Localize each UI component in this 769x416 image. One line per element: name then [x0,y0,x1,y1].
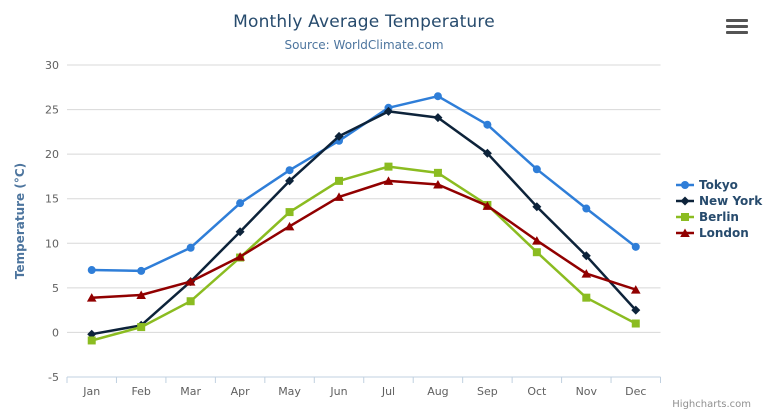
data-point-marker[interactable] [334,131,344,141]
x-axis-label: Apr [231,385,251,398]
legend: Tokyo New York Berlin London [676,177,762,241]
y-axis-label: -5 [48,371,59,384]
series-new-york [87,106,641,339]
x-axis-label: Nov [576,385,598,398]
data-point-marker[interactable] [383,176,394,185]
data-point-marker[interactable] [186,243,195,252]
y-axis-label: 20 [45,148,59,161]
x-axis-label: Aug [427,385,448,398]
data-point-marker[interactable] [284,221,295,231]
legend-label: Berlin [699,210,739,224]
data-point-marker[interactable] [235,252,245,261]
legend-symbol-marker [680,228,690,237]
data-point-marker[interactable] [483,120,492,129]
data-point-marker[interactable] [532,202,542,212]
data-point-marker[interactable] [185,277,196,286]
hamburger-icon [726,19,748,22]
data-point-marker[interactable] [582,293,591,302]
data-point-marker[interactable] [87,266,96,275]
x-axis-label: Jul [381,385,395,398]
y-axis-label: 30 [45,59,59,72]
data-point-marker[interactable] [186,297,195,306]
data-point-marker[interactable] [383,106,393,116]
chart-subtitle: Source: WorldClimate.com [284,38,444,52]
data-point-marker[interactable] [532,165,541,174]
y-axis-label: 10 [45,237,59,250]
y-axis-label: 15 [45,193,59,206]
legend-item-tokyo[interactable]: Tokyo [676,177,762,193]
legend-symbol-marker [681,181,689,189]
data-point-marker[interactable] [433,168,442,177]
data-point-marker[interactable] [235,227,245,237]
data-point-marker[interactable] [532,236,542,245]
data-point-marker[interactable] [433,179,443,189]
data-point-marker[interactable] [334,192,344,201]
highcharts-credit-link[interactable]: Highcharts.com [672,399,751,410]
legend-label: Tokyo [699,178,738,192]
data-point-marker[interactable] [335,176,344,185]
x-axis-label: Dec [625,385,646,398]
x-axis-label: Jan [82,385,100,398]
data-point-marker[interactable] [532,248,541,257]
legend-symbol-marker [681,213,689,221]
data-point-marker[interactable] [581,251,591,261]
y-axis-title: Temperature (°C) [13,163,27,279]
data-point-marker[interactable] [137,266,146,275]
data-point-marker[interactable] [482,201,493,210]
data-point-marker[interactable] [433,113,443,123]
hamburger-icon [726,31,748,34]
series-line [90,179,638,299]
data-point-marker[interactable] [236,199,245,208]
diamond-legend-symbol [676,196,694,206]
data-point-marker[interactable] [384,162,393,171]
data-point-marker[interactable] [582,204,591,213]
legend-label: New York [699,194,763,208]
series-line [90,94,638,273]
y-axis-label: 25 [45,104,59,117]
data-point-marker[interactable] [285,176,295,186]
data-point-marker[interactable] [137,323,146,332]
data-point-marker[interactable] [631,242,640,251]
series-line [90,165,638,342]
x-axis-label: Jun [329,385,347,398]
data-point-marker[interactable] [285,166,294,175]
circle-legend-symbol [676,181,694,189]
data-point-marker[interactable] [433,92,442,101]
series-tokyo [87,92,640,275]
data-point-marker[interactable] [87,336,96,345]
x-axis-label: May [278,385,301,398]
hamburger-icon [726,25,748,28]
data-point-marker[interactable] [631,319,640,328]
legend-item-berlin[interactable]: Berlin [676,209,762,225]
triangle-legend-symbol [676,228,694,237]
data-point-marker[interactable] [630,285,641,294]
x-axis-label: Feb [131,385,150,398]
series-line [90,110,638,336]
y-axis-label: 0 [52,326,59,339]
data-point-marker[interactable] [86,293,97,302]
export-context-menu-button[interactable] [726,19,748,34]
legend-item-new-york[interactable]: New York [676,193,762,209]
x-axis-label: Mar [180,385,201,398]
data-point-marker[interactable] [581,269,592,278]
x-axis-label: Oct [527,385,547,398]
data-point-marker[interactable] [136,290,146,299]
data-point-marker[interactable] [285,208,294,217]
legend-label: London [699,226,749,240]
data-point-marker[interactable] [482,148,492,158]
data-point-marker[interactable] [631,305,641,315]
legend-symbol-marker [680,196,690,206]
square-legend-symbol [676,213,694,221]
chart-title: Monthly Average Temperature [233,12,495,32]
y-axis-label: 5 [52,282,59,295]
series-london [86,176,641,302]
legend-item-london[interactable]: London [676,225,762,241]
x-axis-label: Sep [477,385,498,398]
